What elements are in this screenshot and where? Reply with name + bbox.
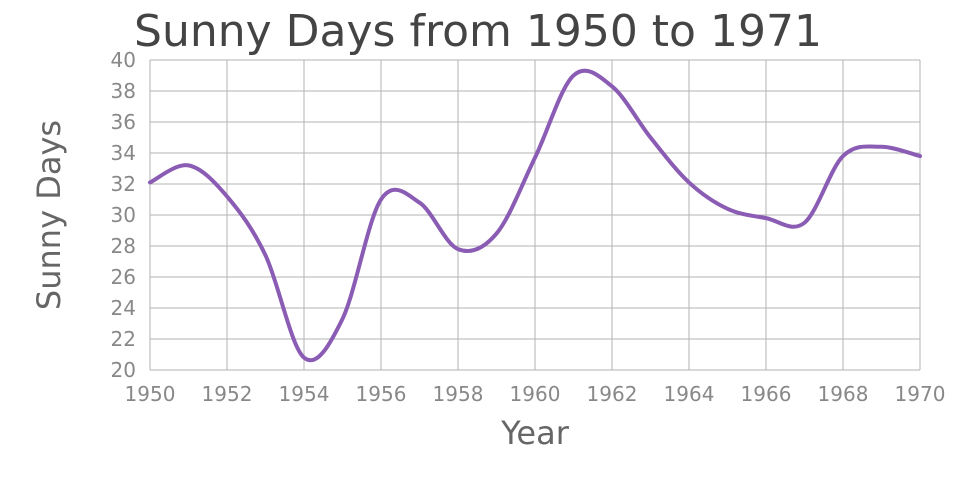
y-axis-title: Sunny Days xyxy=(30,120,68,310)
x-tick-label: 1970 xyxy=(895,382,946,406)
data-point xyxy=(456,247,460,251)
x-axis-title: Year xyxy=(500,414,570,452)
y-tick-label: 30 xyxy=(111,203,136,227)
x-tick-label: 1960 xyxy=(510,382,561,406)
y-tick-label: 40 xyxy=(111,48,136,72)
x-tick-label: 1954 xyxy=(279,382,330,406)
y-tick-label: 24 xyxy=(111,296,136,320)
series xyxy=(148,68,922,363)
x-tick-label: 1966 xyxy=(741,382,792,406)
y-tick-label: 22 xyxy=(111,327,136,351)
data-point xyxy=(803,221,807,225)
x-tick-label: 1952 xyxy=(202,382,253,406)
y-tick-label: 26 xyxy=(111,265,136,289)
data-point xyxy=(302,356,306,360)
chart-title: Sunny Days from 1950 to 1971 xyxy=(134,6,822,57)
data-point xyxy=(572,74,576,78)
data-point xyxy=(880,145,884,149)
x-tick-label: 1962 xyxy=(587,382,638,406)
data-point xyxy=(610,84,614,88)
y-tick-label: 38 xyxy=(111,79,136,103)
x-tick-label: 1964 xyxy=(664,382,715,406)
grid xyxy=(149,59,921,371)
data-point xyxy=(764,216,768,220)
y-tick-label: 34 xyxy=(111,141,136,165)
x-tick-label: 1958 xyxy=(433,382,484,406)
x-tick-label: 1968 xyxy=(818,382,869,406)
y-tick-label: 20 xyxy=(111,358,136,382)
x-tick-label: 1956 xyxy=(356,382,407,406)
data-point xyxy=(533,156,537,160)
data-point xyxy=(687,180,691,184)
data-point xyxy=(649,136,653,140)
y-axis-ticks: 20 22 24 26 28 30 32 34 36 38 40 xyxy=(111,48,136,382)
y-tick-label: 32 xyxy=(111,172,136,196)
data-point xyxy=(264,253,268,257)
series-line xyxy=(148,68,922,363)
data-point xyxy=(148,180,152,184)
data-point xyxy=(918,154,922,158)
data-point xyxy=(418,201,422,205)
x-tick-label: 1950 xyxy=(125,382,176,406)
x-axis-ticks: 1950 1952 1954 1956 1958 1960 1962 1964 1966 1968… xyxy=(125,382,946,406)
data-point xyxy=(187,163,191,167)
y-tick-label: 28 xyxy=(111,234,136,258)
data-point xyxy=(225,194,229,198)
data-point xyxy=(495,232,499,236)
data-point xyxy=(841,154,845,158)
data-point xyxy=(341,317,345,321)
data-point xyxy=(726,207,730,211)
data-point xyxy=(379,198,383,202)
y-tick-label: 36 xyxy=(111,110,136,134)
